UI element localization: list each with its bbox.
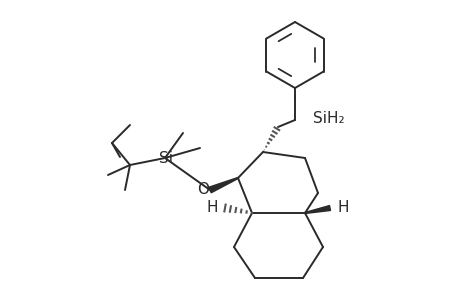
Polygon shape <box>208 178 238 193</box>
Text: H: H <box>206 200 217 215</box>
Polygon shape <box>304 206 330 214</box>
Text: O: O <box>196 182 208 196</box>
Text: SiH₂: SiH₂ <box>312 110 344 125</box>
Text: Si: Si <box>159 151 173 166</box>
Text: H: H <box>336 200 348 215</box>
